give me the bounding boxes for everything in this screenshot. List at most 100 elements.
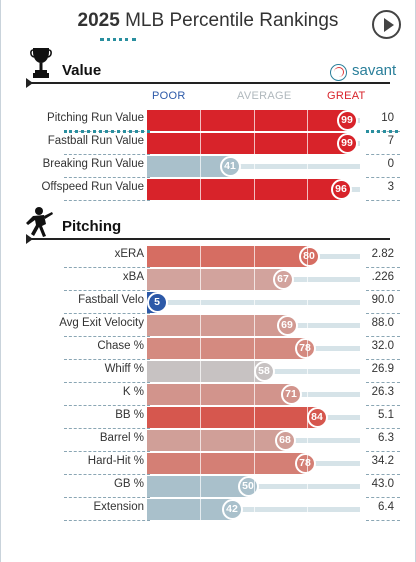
pitching-metric-row-divider-right — [366, 382, 400, 383]
pitching-metric-row-label[interactable]: Extension — [93, 501, 144, 513]
pitching-metric-row-label[interactable]: xBA — [122, 271, 144, 283]
pitching-metric-row-divider-right — [366, 451, 400, 452]
value-metric-guide-line — [307, 109, 308, 201]
pitching-metric-row[interactable]: Barrel % 68 6.3 — [0, 429, 416, 452]
pitching-metric-row-label[interactable]: Whiff % — [104, 363, 144, 375]
value-metric-row-bar — [147, 179, 341, 200]
pitching-section-header: Pitching — [0, 214, 416, 254]
pitching-metric-row-value: 32.0 — [371, 340, 394, 352]
pitching-metric-row[interactable]: Fastball Velo 5 90.0 — [0, 291, 416, 314]
title-text: MLB Percentile Rankings — [119, 10, 339, 31]
pitching-metric-row-label[interactable]: Barrel % — [99, 432, 144, 444]
pitcher-icon — [26, 207, 53, 237]
selected-row-right-marker — [366, 130, 398, 133]
value-metric-guide-line — [254, 109, 255, 201]
pitching-metric-row-bar — [147, 407, 317, 428]
pitching-metric-row-percentile-badge: 5 — [146, 292, 168, 313]
value-metric-row-value: 7 — [387, 135, 394, 147]
value-metric-row-bar — [147, 133, 347, 154]
value-metric-row-percentile-badge: 41 — [219, 156, 241, 177]
pitching-metric-row[interactable]: GB % 50 43.0 — [0, 475, 416, 498]
pitching-metric-row[interactable]: K % 71 26.3 — [0, 383, 416, 406]
pitching-metric-row-label[interactable]: Fastball Velo — [78, 294, 144, 306]
pitching-metric-row-percentile-badge: 50 — [237, 476, 259, 497]
pitching-metric-row-divider — [64, 405, 150, 406]
pitching-metric-row-label[interactable]: xERA — [114, 248, 144, 260]
pitching-metric-row-value: 6.4 — [378, 501, 394, 513]
scale-poor-label: POOR — [152, 90, 186, 102]
value-metric-row-value: 0 — [387, 158, 394, 170]
value-metric-row-label[interactable]: Pitching Run Value — [47, 112, 144, 124]
pitching-metric-row[interactable]: Avg Exit Velocity 69 88.0 — [0, 314, 416, 337]
pitching-metric-row-label[interactable]: Avg Exit Velocity — [59, 317, 144, 329]
play-button-icon[interactable] — [372, 10, 401, 39]
pitching-metric-row-label[interactable]: Hard-Hit % — [87, 455, 144, 467]
pitching-metric-row-bar — [147, 430, 285, 451]
pitching-metric-row-divider-right — [366, 290, 400, 291]
pitching-metric-row-divider-right — [366, 497, 400, 498]
pitching-metric-row[interactable]: xBA 67 .226 — [0, 268, 416, 291]
pitching-metric-row-bar — [147, 499, 232, 520]
pitching-metric-row-bar — [147, 476, 248, 497]
pitching-metric-row-track — [147, 300, 360, 305]
value-metric-row-divider-right — [366, 154, 400, 155]
page-title: 2025 MLB Percentile Rankings — [0, 10, 416, 32]
value-metric-row-divider-right — [366, 177, 400, 178]
value-metric-row[interactable]: Offspeed Run Value 96 3 — [0, 178, 416, 201]
pitching-metric-row-value: .226 — [371, 271, 394, 283]
pitching-metric-row-bar — [147, 384, 291, 405]
value-metric-row-value: 10 — [381, 112, 394, 124]
pitching-metric-row-percentile-badge: 80 — [298, 246, 320, 267]
pitching-metric-row-label[interactable]: K % — [122, 386, 144, 398]
pitching-metric-row-percentile-badge: 67 — [272, 269, 294, 290]
pitching-metric-row[interactable]: Hard-Hit % 78 34.2 — [0, 452, 416, 475]
pitching-metric-row-divider — [64, 474, 150, 475]
value-section-arrow — [26, 78, 33, 88]
pitching-metric-row-value: 26.9 — [371, 363, 394, 375]
value-metric-row[interactable]: Breaking Run Value 41 0 — [0, 155, 416, 178]
pitching-metric-row-divider — [64, 451, 150, 452]
pitching-metric-row-label[interactable]: GB % — [113, 478, 144, 490]
savant-logo-icon — [330, 64, 347, 81]
pitching-section-rule — [26, 238, 390, 240]
value-metric-row[interactable]: Pitching Run Value 99 10 — [0, 109, 416, 132]
pitching-metric-row[interactable]: xERA 80 2.82 — [0, 245, 416, 268]
pitching-metric-row-bar — [147, 269, 283, 290]
pitching-metric-row-bar — [147, 361, 264, 382]
value-section-title: Value — [62, 62, 102, 79]
value-metric-row-label[interactable]: Breaking Run Value — [42, 158, 144, 170]
savant-logo-text[interactable]: savant — [352, 62, 397, 79]
pitching-metric-row-divider — [64, 336, 150, 337]
pitching-metric-row-value: 43.0 — [371, 478, 394, 490]
value-metric-row-label[interactable]: Offspeed Run Value — [41, 181, 144, 193]
pitching-metric-row-label[interactable]: BB % — [115, 409, 144, 421]
title-underline — [100, 38, 136, 41]
selected-row-left-marker — [64, 130, 150, 133]
pitching-metric-guide-line — [200, 245, 201, 521]
pitching-metric-row[interactable]: Extension 42 6.4 — [0, 498, 416, 521]
value-metric-row[interactable]: Fastball Run Value 99 7 — [0, 132, 416, 155]
pitching-metric-row-percentile-badge: 42 — [221, 499, 243, 520]
pitching-metric-row-bar — [147, 453, 305, 474]
pitching-metric-row[interactable]: BB % 84 5.1 — [0, 406, 416, 429]
scale-great-label: GREAT — [327, 90, 366, 102]
pitching-metric-row-divider-right — [366, 405, 400, 406]
value-metric-row-track — [147, 164, 360, 169]
pitching-metric-row-bar — [147, 338, 305, 359]
pitching-metric-row[interactable]: Whiff % 58 26.9 — [0, 360, 416, 383]
value-metric-row-label[interactable]: Fastball Run Value — [47, 135, 144, 147]
value-metric-row-value: 3 — [387, 181, 394, 193]
pitching-metric-row[interactable]: Chase % 78 32.0 — [0, 337, 416, 360]
value-metric-row-percentile-badge: 96 — [330, 179, 352, 200]
pitching-metric-row-percentile-badge: 69 — [276, 315, 298, 336]
pitching-metric-row-divider-right — [366, 267, 400, 268]
pitching-metric-row-divider — [64, 290, 150, 291]
value-section-rule — [26, 82, 390, 84]
value-metric-row-divider — [64, 177, 150, 178]
pitching-metric-row-track — [147, 507, 360, 512]
pitching-section-arrow — [26, 234, 33, 244]
value-metric-row-bar — [147, 110, 347, 131]
pitching-metric-row-percentile-badge: 68 — [274, 430, 296, 451]
pitching-metric-row-value: 6.3 — [378, 432, 394, 444]
pitching-metric-row-label[interactable]: Chase % — [97, 340, 144, 352]
